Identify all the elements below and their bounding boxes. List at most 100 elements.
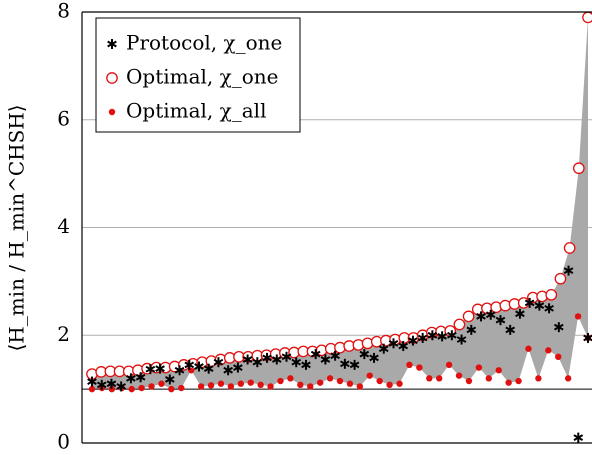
point-optimal-all: [247, 379, 254, 386]
point-protocol: [106, 378, 117, 389]
point-protocol: [155, 363, 165, 374]
point-optimal-all: [356, 383, 364, 390]
legend-label: Optimal, χ_all: [126, 99, 266, 123]
point-protocol: [252, 357, 263, 368]
point-optimal-all: [535, 375, 542, 382]
point-protocol: [126, 373, 136, 384]
point-protocol: [271, 354, 282, 365]
point-optimal-all: [138, 384, 145, 392]
point-optimal-one: [582, 12, 592, 24]
point-protocol: [495, 315, 506, 326]
point-optimal-all: [346, 380, 354, 387]
point-optimal-all: [307, 383, 314, 390]
point-optimal-all: [128, 385, 135, 393]
point-protocol: [262, 352, 272, 363]
point-optimal-all: [495, 367, 502, 374]
point-optimal-all: [148, 383, 155, 390]
legend: Protocol, χ_one Optimal, χ_one Optimal, χ_…: [95, 17, 301, 133]
data-marks: [86, 12, 592, 443]
point-optimal-all: [376, 377, 383, 385]
y-tick-labels: 0 2 4 6 8: [57, 0, 70, 454]
y-tick-label: 4: [57, 214, 70, 238]
point-protocol: [485, 309, 496, 320]
legend-marker-protocol: [107, 39, 117, 49]
point-protocol: [340, 358, 350, 369]
point-optimal-all: [267, 383, 274, 390]
point-protocol: [174, 365, 185, 376]
point-protocol: [573, 432, 584, 443]
point-protocol: [524, 297, 535, 308]
point-protocol: [184, 359, 195, 370]
legend-marker-optimal-all: [108, 108, 116, 116]
legend-box: [95, 17, 301, 133]
point-protocol: [563, 265, 574, 276]
point-protocol: [437, 331, 447, 342]
point-optimal-all: [515, 377, 522, 385]
point-protocol: [281, 351, 292, 362]
y-axis: [81, 11, 592, 444]
legend-marker-optimal-one: [106, 72, 118, 84]
point-protocol: [408, 335, 418, 346]
point-protocol: [515, 308, 525, 319]
point-optimal-all: [485, 375, 492, 382]
point-protocol: [203, 363, 214, 374]
point-optimal-all: [555, 353, 562, 360]
point-protocol: [398, 341, 409, 352]
point-optimal-all: [564, 375, 572, 382]
point-optimal-all: [277, 377, 284, 385]
point-protocol: [505, 324, 516, 335]
point-optimal-all: [168, 385, 175, 393]
y-tick-label: 0: [57, 430, 70, 454]
point-optimal-all: [426, 375, 433, 382]
point-optimal-all: [416, 364, 423, 371]
point-protocol: [233, 362, 243, 373]
point-optimal-one: [554, 272, 567, 285]
point-protocol: [417, 332, 428, 343]
point-protocol: [145, 364, 156, 375]
point-protocol: [388, 338, 399, 349]
point-protocol: [427, 330, 438, 341]
point-protocol: [349, 359, 360, 370]
point-optimal-all: [257, 381, 264, 389]
point-optimal-all: [227, 383, 235, 390]
point-optimal-all: [505, 379, 512, 386]
point-protocol: [301, 359, 311, 370]
point-protocol: [87, 376, 97, 387]
point-protocol: [359, 349, 370, 360]
y-tick-label: 8: [57, 0, 70, 23]
point-optimal-all: [287, 375, 294, 382]
point-optimal-all: [525, 345, 532, 352]
point-protocol: [330, 350, 340, 361]
point-optimal-all: [316, 379, 324, 386]
point-optimal-one: [572, 162, 585, 175]
point-protocol: [553, 322, 564, 333]
point-optimal-all: [445, 361, 453, 369]
point-protocol: [213, 357, 224, 368]
point-protocol: [583, 332, 592, 343]
point-optimal-all: [336, 377, 344, 385]
y-axis-label: ⟨H_min / H_min^CHSH⟩: [5, 104, 29, 351]
point-protocol: [135, 372, 146, 383]
point-protocol: [242, 354, 253, 365]
point-optimal-all: [455, 372, 463, 379]
point-protocol: [378, 343, 389, 354]
legend-label: Optimal, χ_one: [126, 65, 279, 89]
point-optimal-one: [563, 242, 576, 254]
point-optimal-all: [386, 381, 393, 389]
point-protocol: [476, 311, 486, 322]
y-tick-label: 6: [57, 106, 70, 130]
point-optimal-all: [465, 377, 473, 385]
point-optimal-all: [297, 381, 304, 389]
point-optimal-one: [545, 288, 558, 301]
point-optimal-all: [178, 384, 185, 392]
point-optimal-all: [237, 380, 244, 387]
point-protocol: [466, 324, 477, 335]
point-optimal-all: [207, 382, 215, 389]
point-optimal-all: [108, 385, 116, 393]
point-protocol: [164, 374, 175, 385]
point-protocol: [320, 354, 331, 365]
point-optimal-all: [406, 361, 413, 369]
point-optimal-all: [88, 385, 96, 393]
point-optimal-all: [217, 380, 225, 387]
